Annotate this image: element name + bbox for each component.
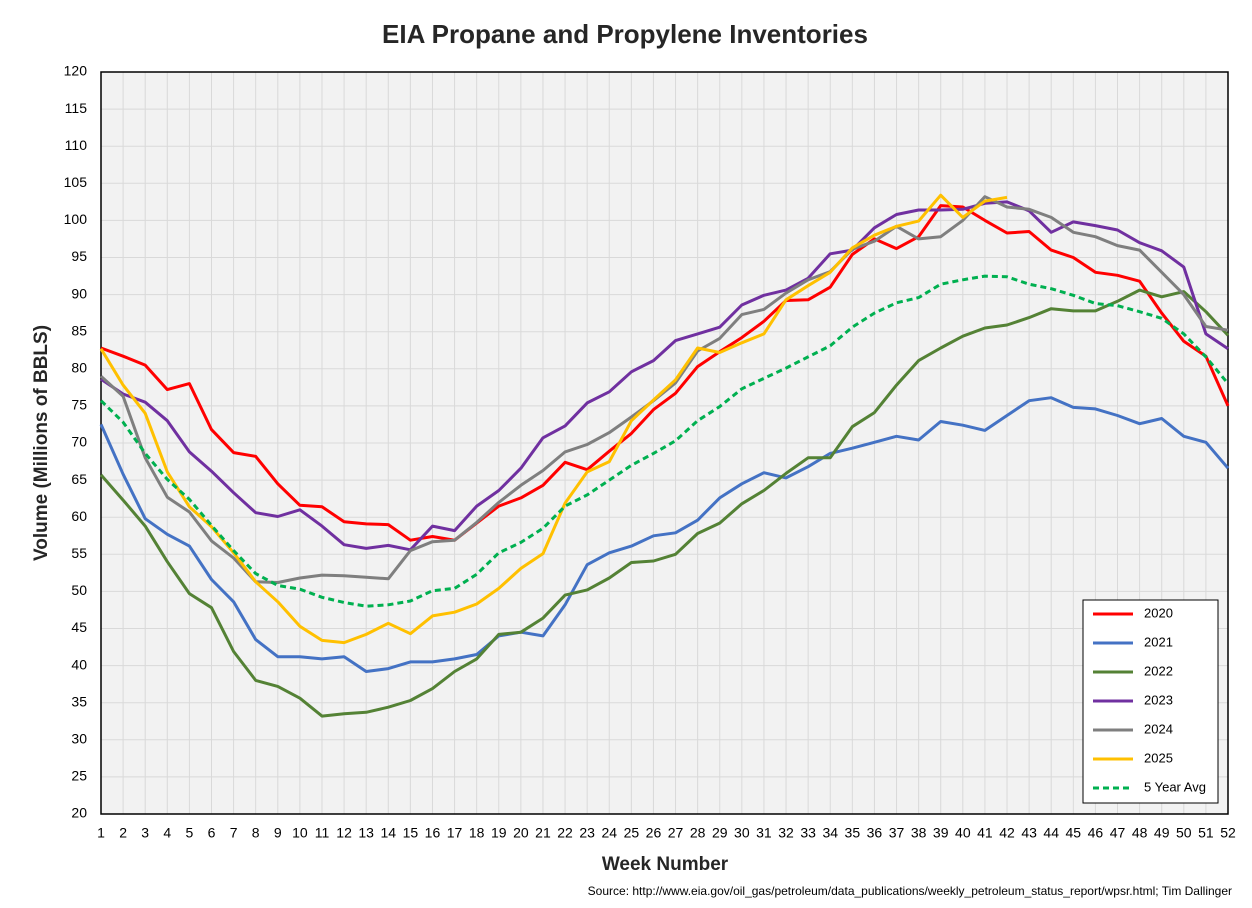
- x-tick-label: 9: [274, 825, 282, 841]
- y-tick-label: 40: [71, 656, 87, 672]
- x-tick-label: 13: [358, 825, 374, 841]
- x-tick-label: 16: [425, 825, 441, 841]
- x-tick-label: 12: [336, 825, 352, 841]
- x-tick-label: 24: [601, 825, 617, 841]
- y-tick-label: 45: [71, 619, 87, 635]
- y-tick-label: 105: [64, 174, 88, 190]
- x-tick-label: 48: [1132, 825, 1148, 841]
- chart-title: EIA Propane and Propylene Inventories: [382, 19, 868, 49]
- x-tick-label: 30: [734, 825, 750, 841]
- y-tick-label: 95: [71, 248, 87, 264]
- y-tick-label: 65: [71, 471, 87, 487]
- x-tick-label: 25: [624, 825, 640, 841]
- y-tick-label: 110: [65, 137, 88, 153]
- x-tick-label: 23: [579, 825, 595, 841]
- y-tick-label: 80: [71, 360, 87, 376]
- y-tick-label: 120: [64, 63, 88, 79]
- x-tick-label: 43: [1021, 825, 1037, 841]
- x-tick-label: 47: [1110, 825, 1126, 841]
- x-tick-label: 38: [911, 825, 927, 841]
- series-line: [99, 193, 1008, 645]
- series-line: [99, 288, 1230, 718]
- x-tick-label: 52: [1220, 825, 1236, 841]
- y-tick-label: 50: [71, 582, 87, 598]
- x-tick-label: 45: [1066, 825, 1082, 841]
- x-tick-label: 41: [977, 825, 993, 841]
- y-tick-label: 75: [71, 397, 87, 413]
- x-tick-label: 31: [756, 825, 772, 841]
- y-tick-label: 100: [64, 211, 88, 227]
- x-tick-label: 26: [646, 825, 662, 841]
- legend: 2020 2021 2022 2023 2024 2025 5 Year Avg: [1082, 599, 1219, 804]
- x-axis-label: Week Number: [602, 854, 729, 875]
- legend-label: 2023: [1144, 692, 1173, 707]
- x-tick-label: 15: [403, 825, 419, 841]
- x-tick-label: 36: [867, 825, 883, 841]
- x-tick-label: 11: [315, 825, 330, 841]
- legend-label: 2025: [1144, 750, 1173, 765]
- y-tick-label: 25: [71, 768, 87, 784]
- y-tick-label: 70: [71, 434, 87, 450]
- legend-label: 2024: [1144, 721, 1173, 736]
- x-tick-label: 14: [380, 825, 396, 841]
- y-tick-label: 30: [71, 731, 87, 747]
- x-tick-label: 8: [252, 825, 260, 841]
- x-tick-label: 50: [1176, 825, 1192, 841]
- x-tick-label: 18: [469, 825, 485, 841]
- x-tick-label: 44: [1043, 825, 1059, 841]
- series-line: [100, 200, 1229, 552]
- x-tick-label: 7: [230, 825, 238, 841]
- x-tick-label: 35: [845, 825, 861, 841]
- series-line: [99, 274, 1230, 608]
- y-tick-label: 90: [71, 285, 87, 301]
- y-tick-label: 20: [71, 805, 87, 821]
- x-tick-label: 17: [447, 825, 463, 841]
- x-tick-label: 28: [690, 825, 706, 841]
- y-tick-label: 60: [71, 508, 87, 524]
- x-tick-label: 51: [1198, 825, 1214, 841]
- x-tick-label: 39: [933, 825, 949, 841]
- x-tick-label: 37: [889, 825, 905, 841]
- y-tick-label: 115: [65, 100, 88, 116]
- x-tick-label: 4: [163, 825, 171, 841]
- x-tick-label: 40: [955, 825, 971, 841]
- y-tick-label: 55: [71, 545, 87, 561]
- x-tick-label: 46: [1088, 825, 1104, 841]
- legend-label: 2020: [1144, 605, 1173, 620]
- legend-label: 5 Year Avg: [1144, 779, 1206, 794]
- plot-border: [100, 71, 1229, 815]
- series-line: [99, 396, 1230, 673]
- series-line: [100, 204, 1230, 542]
- x-tick-label: 21: [535, 825, 551, 841]
- legend-label: 2022: [1144, 663, 1173, 678]
- x-tick-label: 1: [97, 825, 105, 841]
- x-tick-label: 19: [491, 825, 507, 841]
- y-tick-label: 35: [71, 693, 87, 709]
- y-tick-label: 85: [71, 322, 87, 338]
- x-tick-label: 29: [712, 825, 728, 841]
- y-axis-label: Volume (Millions of BBLS): [31, 325, 52, 561]
- x-tick-label: 32: [778, 825, 794, 841]
- x-tick-label: 34: [822, 825, 838, 841]
- x-tick-label: 22: [557, 825, 573, 841]
- source-note: Source: http://www.eia.gov/oil_gas/petro…: [588, 884, 1232, 898]
- x-tick-label: 2: [119, 825, 127, 841]
- x-tick-label: 33: [800, 825, 816, 841]
- x-tick-label: 10: [292, 825, 308, 841]
- x-tick-label: 42: [999, 825, 1015, 841]
- legend-label: 2021: [1144, 634, 1173, 649]
- x-tick-label: 6: [208, 825, 216, 841]
- x-tick-label: 5: [185, 825, 193, 841]
- x-tick-label: 20: [513, 825, 529, 841]
- x-tick-label: 3: [141, 825, 149, 841]
- x-tick-label: 49: [1154, 825, 1170, 841]
- x-tick-label: 27: [668, 825, 684, 841]
